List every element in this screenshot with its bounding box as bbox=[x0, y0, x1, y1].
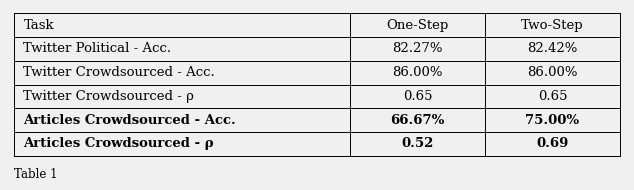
Text: Task: Task bbox=[23, 19, 54, 32]
Text: Articles Crowdsourced - ρ: Articles Crowdsourced - ρ bbox=[23, 137, 214, 150]
Text: 75.00%: 75.00% bbox=[526, 114, 579, 127]
Text: Twitter Crowdsourced - ρ: Twitter Crowdsourced - ρ bbox=[23, 90, 195, 103]
Text: Twitter Crowdsourced - Acc.: Twitter Crowdsourced - Acc. bbox=[23, 66, 215, 79]
Text: 66.67%: 66.67% bbox=[391, 114, 445, 127]
Text: 0.65: 0.65 bbox=[403, 90, 432, 103]
Text: 86.00%: 86.00% bbox=[527, 66, 578, 79]
Text: 0.65: 0.65 bbox=[538, 90, 567, 103]
Text: Twitter Political - Acc.: Twitter Political - Acc. bbox=[23, 42, 172, 55]
Text: 86.00%: 86.00% bbox=[392, 66, 443, 79]
Text: Table 1: Table 1 bbox=[14, 168, 58, 181]
Text: Two-Step: Two-Step bbox=[521, 19, 584, 32]
Text: 0.69: 0.69 bbox=[536, 137, 569, 150]
Text: 82.27%: 82.27% bbox=[392, 42, 443, 55]
Text: Articles Crowdsourced - Acc.: Articles Crowdsourced - Acc. bbox=[23, 114, 236, 127]
Text: One-Step: One-Step bbox=[387, 19, 449, 32]
Text: 0.52: 0.52 bbox=[401, 137, 434, 150]
Text: 82.42%: 82.42% bbox=[527, 42, 578, 55]
